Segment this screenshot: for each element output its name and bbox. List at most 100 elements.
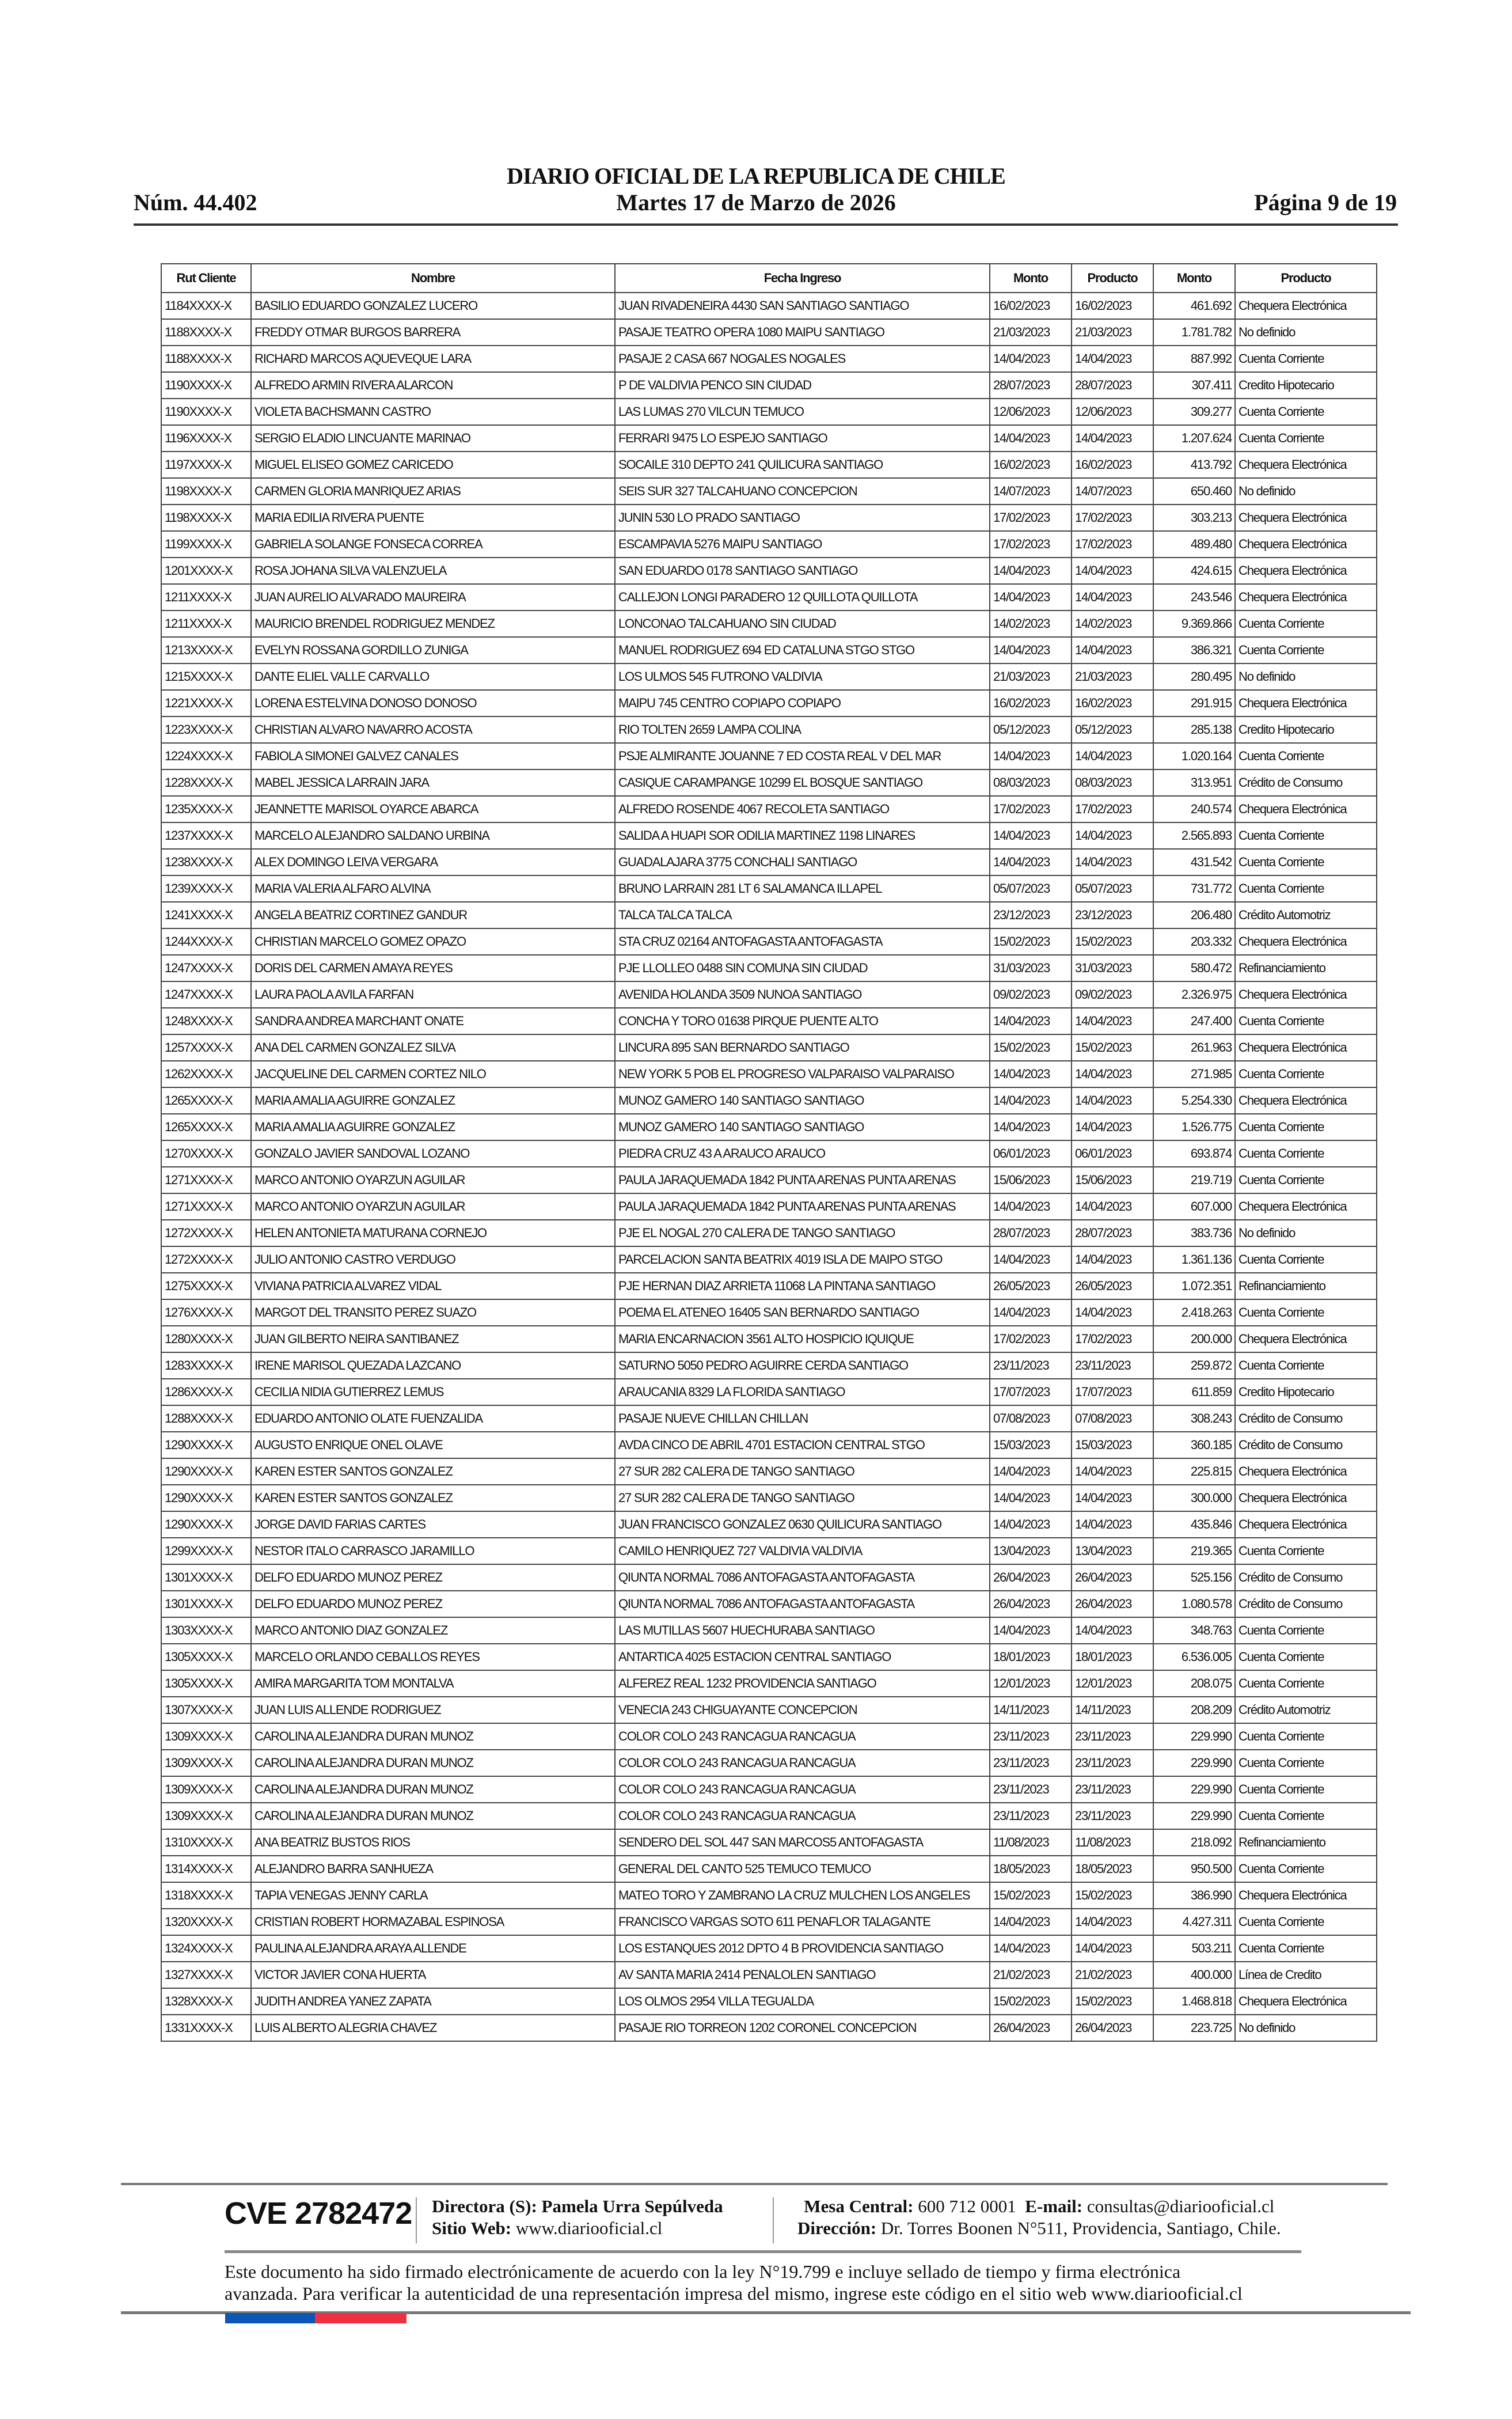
cell-producto-2: Crédito de Consumo bbox=[1234, 1590, 1377, 1618]
cell-producto: 17/02/2023 bbox=[1071, 504, 1154, 532]
table-row: 1290XXXX-X KAREN ESTER SANTOS GONZALEZ 27 … bbox=[161, 1458, 1377, 1485]
cell-monto: 14/04/2023 bbox=[989, 424, 1072, 452]
cell-nombre: DORIS DEL CARMEN AMAYA REYES bbox=[250, 954, 616, 982]
cell-rut-cliente: 1305XXXX-X bbox=[161, 1670, 252, 1697]
cell-monto-2: 400.000 bbox=[1153, 1961, 1236, 1989]
cell-rut-cliente: 1290XXXX-X bbox=[161, 1484, 252, 1512]
cell-nombre: GABRIELA SOLANGE FONSECA CORREA bbox=[250, 530, 616, 558]
table-row: 1190XXXX-X ALFREDO ARMIN RIVERA ALARCON P … bbox=[161, 371, 1377, 399]
cell-rut-cliente: 1290XXXX-X bbox=[161, 1511, 252, 1538]
cell-nombre: FABIOLA SIMONEI GALVEZ CANALES bbox=[250, 742, 616, 770]
cell-nombre: AMIRA MARGARITA TOM MONTALVA bbox=[250, 1670, 616, 1697]
director-name: Pamela Urra Sepúlveda bbox=[541, 2196, 723, 2216]
cell-monto-2: 1.080.578 bbox=[1153, 1590, 1236, 1618]
cell-fecha-ingreso: PASAJE RIO TORREON 1202 CORONEL CONCEPCI… bbox=[614, 2014, 990, 2042]
footer-director-block: Directora (S): Pamela Urra Sepúlveda Sit… bbox=[432, 2196, 723, 2239]
cell-producto: 21/03/2023 bbox=[1071, 319, 1154, 346]
footer-divider-top bbox=[121, 2183, 1388, 2185]
cell-monto-2: 650.460 bbox=[1153, 477, 1236, 505]
cell-producto: 18/01/2023 bbox=[1071, 1643, 1154, 1671]
cell-producto-2: No definido bbox=[1234, 477, 1377, 505]
cell-nombre: KAREN ESTER SANTOS GONZALEZ bbox=[250, 1458, 616, 1485]
cell-monto: 17/02/2023 bbox=[989, 530, 1072, 558]
cell-nombre: CAROLINA ALEJANDRA DURAN MUNOZ bbox=[250, 1749, 616, 1777]
cell-monto-2: 200.000 bbox=[1153, 1325, 1236, 1353]
cell-monto-2: 950.500 bbox=[1153, 1855, 1236, 1883]
cell-rut-cliente: 1235XXXX-X bbox=[161, 795, 252, 823]
cell-fecha-ingreso: FRANCISCO VARGAS SOTO 611 PENAFLOR TALAG… bbox=[614, 1908, 990, 1936]
cell-fecha-ingreso: PARCELACION SANTA BEATRIX 4019 ISLA DE M… bbox=[614, 1246, 990, 1273]
cell-monto: 08/03/2023 bbox=[989, 769, 1072, 797]
cell-rut-cliente: 1224XXXX-X bbox=[161, 742, 252, 770]
cell-monto-2: 431.542 bbox=[1153, 848, 1236, 876]
phone-value: 600 712 0001 bbox=[918, 2196, 1016, 2216]
cell-producto-2: Chequera Electrónica bbox=[1234, 504, 1377, 532]
cell-monto-2: 206.480 bbox=[1153, 901, 1236, 929]
cell-fecha-ingreso: SAN EDUARDO 0178 SANTIAGO SANTIAGO bbox=[614, 557, 990, 585]
cell-producto-2: Cuenta Corriente bbox=[1234, 1299, 1377, 1326]
cell-nombre: MARCO ANTONIO DIAZ GONZALEZ bbox=[250, 1617, 616, 1644]
cell-producto: 26/04/2023 bbox=[1071, 1564, 1154, 1591]
cell-producto-2: Cuenta Corriente bbox=[1234, 1723, 1377, 1750]
footer-separator bbox=[773, 2197, 774, 2243]
cell-nombre: CARMEN GLORIA MANRIQUEZ ARIAS bbox=[250, 477, 616, 505]
email-label: E-mail: bbox=[1025, 2196, 1083, 2216]
table-row: 1271XXXX-X MARCO ANTONIO OYARZUN AGUILAR P… bbox=[161, 1166, 1377, 1194]
cell-fecha-ingreso: PAULA JARAQUEMADA 1842 PUNTA ARENAS PUNT… bbox=[614, 1166, 990, 1194]
cell-nombre: ANA BEATRIZ BUSTOS RIOS bbox=[250, 1829, 616, 1856]
cell-monto: 12/01/2023 bbox=[989, 1670, 1072, 1697]
cell-monto: 14/07/2023 bbox=[989, 477, 1072, 505]
cell-rut-cliente: 1303XXXX-X bbox=[161, 1617, 252, 1644]
cell-producto: 14/04/2023 bbox=[1071, 1484, 1154, 1512]
email-link[interactable]: consultas@diariooficial.cl bbox=[1086, 2196, 1275, 2216]
cell-nombre: MARIA AMALIA AGUIRRE GONZALEZ bbox=[250, 1087, 616, 1114]
cell-monto-2: 261.963 bbox=[1153, 1034, 1236, 1061]
cell-rut-cliente: 1237XXXX-X bbox=[161, 822, 252, 850]
publication-date: Martes 17 de Marzo de 2026 bbox=[616, 189, 896, 215]
cell-monto-2: 223.725 bbox=[1153, 2014, 1236, 2042]
cell-rut-cliente: 1290XXXX-X bbox=[161, 1431, 252, 1459]
cell-rut-cliente: 1272XXXX-X bbox=[161, 1246, 252, 1273]
cell-fecha-ingreso: GUADALAJARA 3775 CONCHALI SANTIAGO bbox=[614, 848, 990, 876]
cell-producto: 17/02/2023 bbox=[1071, 795, 1154, 823]
web-link[interactable]: www.diariooficial.cl bbox=[515, 2218, 663, 2238]
cell-producto-2: Refinanciamiento bbox=[1234, 1829, 1377, 1856]
cell-producto: 23/11/2023 bbox=[1071, 1352, 1154, 1379]
cell-nombre: MAURICIO BRENDEL RODRIGUEZ MENDEZ bbox=[250, 610, 616, 638]
cell-producto: 05/12/2023 bbox=[1071, 716, 1154, 744]
cell-fecha-ingreso: AVENIDA HOLANDA 3509 NUNOA SANTIAGO bbox=[614, 981, 990, 1008]
cell-rut-cliente: 1299XXXX-X bbox=[161, 1537, 252, 1565]
cell-producto-2: Credito Hipotecario bbox=[1234, 716, 1377, 744]
cell-monto-2: 218.092 bbox=[1153, 1829, 1236, 1856]
cell-rut-cliente: 1270XXXX-X bbox=[161, 1140, 252, 1167]
address-label: Dirección: bbox=[797, 2218, 877, 2238]
cell-rut-cliente: 1290XXXX-X bbox=[161, 1458, 252, 1485]
cell-monto: 14/04/2023 bbox=[989, 1060, 1072, 1088]
cell-nombre: MARGOT DEL TRANSITO PEREZ SUAZO bbox=[250, 1299, 616, 1326]
cell-producto: 14/04/2023 bbox=[1071, 345, 1154, 373]
cell-rut-cliente: 1265XXXX-X bbox=[161, 1087, 252, 1114]
table-row: 1265XXXX-X MARIA AMALIA AGUIRRE GONZALEZ M… bbox=[161, 1113, 1377, 1141]
cell-monto-2: 489.480 bbox=[1153, 530, 1236, 558]
cell-monto-2: 693.874 bbox=[1153, 1140, 1236, 1167]
cell-producto-2: Refinanciamiento bbox=[1234, 954, 1377, 982]
cell-rut-cliente: 1309XXXX-X bbox=[161, 1749, 252, 1777]
cell-monto-2: 2.565.893 bbox=[1153, 822, 1236, 850]
cell-producto-2: Cuenta Corriente bbox=[1234, 1352, 1377, 1379]
cell-fecha-ingreso: POEMA EL ATENEO 16405 SAN BERNARDO SANTI… bbox=[614, 1299, 990, 1326]
cell-producto: 21/02/2023 bbox=[1071, 1961, 1154, 1989]
cell-rut-cliente: 1188XXXX-X bbox=[161, 319, 252, 346]
table-row: 1184XXXX-X BASILIO EDUARDO GONZALEZ LUCER… bbox=[161, 292, 1377, 320]
cell-monto-2: 280.495 bbox=[1153, 663, 1236, 691]
cell-rut-cliente: 1309XXXX-X bbox=[161, 1802, 252, 1830]
cell-monto: 14/04/2023 bbox=[989, 636, 1072, 664]
cell-monto-2: 383.736 bbox=[1153, 1219, 1236, 1247]
cell-producto: 11/08/2023 bbox=[1071, 1829, 1154, 1856]
cell-fecha-ingreso: AV SANTA MARIA 2414 PENALOLEN SANTIAGO bbox=[614, 1961, 990, 1989]
cell-rut-cliente: 1198XXXX-X bbox=[161, 504, 252, 532]
cell-nombre: VIOLETA BACHSMANN CASTRO bbox=[250, 398, 616, 426]
cell-producto: 14/07/2023 bbox=[1071, 477, 1154, 505]
table-row: 1197XXXX-X MIGUEL ELISEO GOMEZ CARICEDO SO… bbox=[161, 451, 1377, 479]
cell-fecha-ingreso: CAMILO HENRIQUEZ 727 VALDIVIA VALDIVIA bbox=[614, 1537, 990, 1565]
cell-monto: 16/02/2023 bbox=[989, 292, 1072, 320]
